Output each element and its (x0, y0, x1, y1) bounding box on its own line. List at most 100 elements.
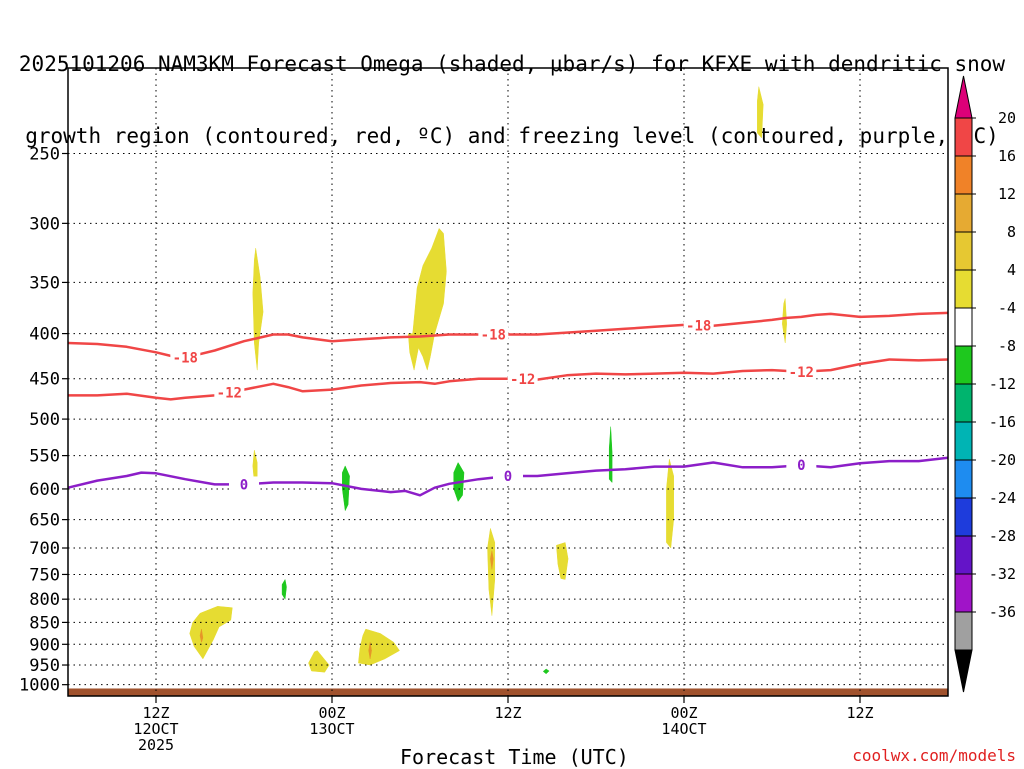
x-tick-label: 13OCT (309, 720, 354, 738)
y-tick-label-650: 650 (29, 511, 60, 531)
contour-label-bg (507, 371, 538, 388)
x-tick-label: 12OCT (133, 720, 178, 738)
omega-area-15 (542, 668, 550, 675)
ground-fill (68, 688, 948, 696)
colorbar-swatch (954, 345, 973, 385)
contour-label--12: -12 (510, 372, 535, 388)
omega-area-14 (281, 578, 287, 600)
colorbar-top-arrow (954, 75, 973, 119)
y-tick-label-250: 250 (29, 144, 60, 164)
colorbar-label: -32 (989, 565, 1016, 583)
y-tick-label-500: 500 (29, 410, 60, 430)
colorbar-swatch (954, 497, 973, 537)
ground-layer (68, 688, 948, 696)
y-tick-label-850: 850 (29, 613, 60, 633)
colorbar-label: -8 (998, 337, 1016, 355)
contour-label-0: 0 (504, 469, 512, 485)
x-tick-label: 12Z (142, 704, 169, 722)
y-tick-label-1000: 1000 (19, 676, 60, 696)
x-tick-label: 00Z (670, 704, 697, 722)
x-tick-label: 2025 (138, 736, 174, 754)
contour-label-0: 0 (240, 477, 248, 493)
y-tick-label-300: 300 (29, 214, 60, 234)
omega-area-17 (368, 642, 372, 659)
omega-area-3 (782, 298, 787, 344)
x-tick-label: 12Z (846, 704, 873, 722)
colorbar-swatch (954, 421, 973, 461)
colorbar-label: 4 (1007, 261, 1016, 279)
omega-area-8 (189, 606, 233, 660)
colorbar-swatch (954, 383, 973, 423)
colorbar-label: -36 (989, 603, 1016, 621)
colorbar: 20 16 12 8 4 -4 -8 -12 -16 -20 -24 -28 -32 -36 (954, 75, 1016, 693)
colorbar-swatch (954, 269, 973, 309)
title-line-2: growth region (contoured, red, ºC) and f… (25, 124, 999, 148)
x-tick-label: 14OCT (661, 720, 706, 738)
colorbar-swatch (954, 155, 973, 195)
contour-label-bg (170, 349, 201, 366)
contour-label--12: -12 (789, 365, 814, 381)
y-tick-label-550: 550 (29, 447, 60, 467)
omega-shading-layer (189, 86, 787, 675)
colorbar-swatch (954, 535, 973, 575)
contour-label-bg (786, 457, 817, 474)
colorbar-swatch (954, 231, 973, 271)
y-tick-label-800: 800 (29, 590, 60, 610)
title-line-1: 2025101206 NAM3KM Forecast Omega (shaded… (18, 52, 1006, 76)
omega-area-10 (358, 628, 400, 666)
colorbar-swatch (954, 193, 973, 233)
colorbar-label: 20 (998, 109, 1016, 127)
x-tick-label: 00Z (318, 704, 345, 722)
y-tick-label-600: 600 (29, 480, 60, 500)
colorbar-label: -12 (989, 375, 1016, 393)
colorbar-label: -28 (989, 527, 1016, 545)
contour-label-bg (493, 467, 523, 484)
x-axis-label: Forecast Time (UTC) (400, 745, 629, 769)
contour-label--18: -18 (173, 351, 198, 367)
axes-layer: 2503003504004505005506006507007508008509… (19, 67, 949, 754)
contour-label--12: -12 (217, 386, 242, 402)
contour-label-bg (229, 476, 259, 493)
omega-area-0 (252, 248, 264, 371)
colorbar-swatch (954, 573, 973, 613)
omega-area-9 (308, 650, 330, 673)
colorbar-swatch (954, 117, 973, 157)
contour-layer: -18 -18 -18 -12 -12 -12 0 0 0 (67, 311, 949, 497)
colorbar-swatch (954, 307, 973, 347)
y-tick-label-450: 450 (29, 370, 60, 390)
contour-label-bg (214, 384, 245, 401)
credit-link[interactable]: coolwx.com/models (852, 746, 1016, 765)
contour-label-bg (786, 363, 817, 380)
colorbar-label: 12 (998, 185, 1016, 203)
contour-label-0: 0 (797, 458, 805, 474)
y-tick-label-400: 400 (29, 325, 60, 345)
y-tick-label-950: 950 (29, 656, 60, 676)
omega-area-5 (666, 459, 674, 549)
omega-area-16 (199, 629, 204, 644)
y-tick-label-900: 900 (29, 635, 60, 655)
chart-title: 2025101206 NAM3KM Forecast Omega (shaded… (0, 4, 1024, 172)
contour-label-bg (478, 326, 509, 343)
omega-area-4 (757, 86, 764, 139)
colorbar-label: 8 (1007, 223, 1016, 241)
omega-area-7 (556, 542, 569, 580)
omega-area-6 (487, 528, 496, 616)
colorbar-swatch (954, 459, 973, 499)
colorbar-bottom-arrow (954, 649, 973, 693)
x-tick-label: 12Z (494, 704, 521, 722)
contour-label--18: -18 (686, 318, 711, 334)
colorbar-label: -4 (998, 299, 1016, 317)
y-tick-label-350: 350 (29, 273, 60, 293)
colorbar-label: -16 (989, 413, 1016, 431)
colorbar-label: 16 (998, 147, 1016, 165)
colorbar-swatch (954, 611, 973, 651)
omega-area-1 (408, 227, 447, 372)
omega-area-11 (342, 465, 350, 512)
y-tick-label-700: 700 (29, 539, 60, 559)
omega-area-18 (490, 550, 494, 570)
contour-label--18: -18 (481, 328, 506, 344)
colorbar-label: -24 (989, 489, 1016, 507)
contour-label-bg (683, 317, 714, 334)
y-tick-label-750: 750 (29, 565, 60, 585)
